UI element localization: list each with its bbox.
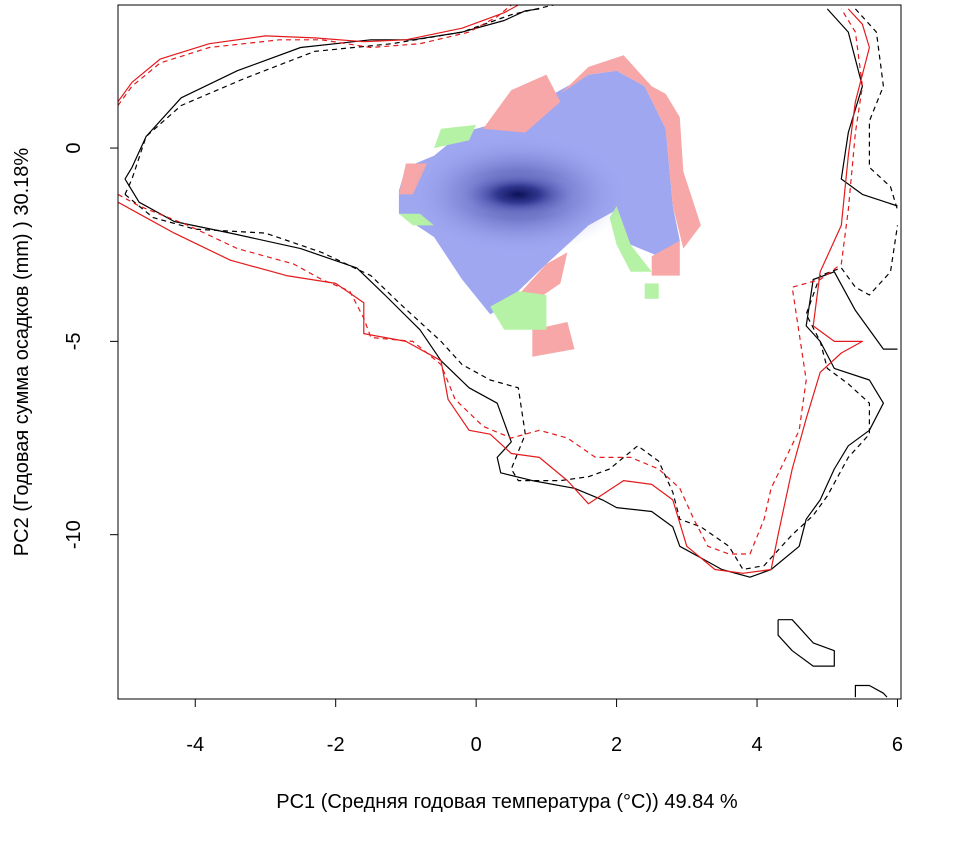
y-tick-label: -5	[63, 332, 85, 350]
x-axis-title: PC1 (Средняя годовая температура (°C)) 4…	[276, 791, 738, 813]
cell-region-green-bottom	[490, 291, 547, 330]
x-tick-label: 2	[611, 734, 622, 756]
contour-line-8	[118, 5, 519, 103]
plot-area	[118, 5, 899, 698]
x-axis: -4 -2 0 2 4 6	[186, 698, 903, 756]
x-tick-label: 6	[892, 734, 903, 756]
y-axis: 0 -5 -10	[63, 142, 119, 549]
contour-line-9	[118, 8, 871, 574]
x-tick-label: -4	[186, 734, 204, 756]
x-tick-label: -2	[327, 734, 345, 756]
cell-region-pink-bottom	[532, 322, 575, 357]
contour-line-5	[854, 8, 899, 211]
contour-line-2	[826, 8, 898, 207]
contour-line-11	[118, 8, 864, 555]
cell-region-pink-top-right	[560, 55, 701, 249]
y-tick-label: -10	[63, 520, 85, 549]
contour-line-7	[854, 684, 888, 698]
cell-region-pink-top	[483, 74, 561, 133]
cell-region-pink-mid	[518, 252, 568, 303]
y-tick-label: 0	[63, 142, 85, 153]
density-peak-layer	[408, 134, 629, 255]
cell-region-green-right	[609, 206, 652, 272]
x-tick-label: 4	[751, 734, 762, 756]
contour-layer	[118, 5, 899, 698]
contour-line-4	[124, 193, 899, 571]
cell-region-pink-right-low	[651, 240, 680, 276]
contour-line-10	[118, 5, 512, 106]
y-axis-title: PC2 (Годовая сумма осадков (mm) ) 30.18%	[11, 148, 33, 557]
density-peak	[456, 170, 581, 219]
cell-region-green-left-top	[434, 124, 477, 149]
x-tick-label: 0	[471, 734, 482, 756]
contour-line-0	[124, 8, 540, 180]
cell-region-green-square	[644, 283, 659, 299]
contour-line-1	[124, 178, 898, 578]
contour-line-6	[777, 619, 835, 667]
contour-line-3	[124, 5, 554, 195]
